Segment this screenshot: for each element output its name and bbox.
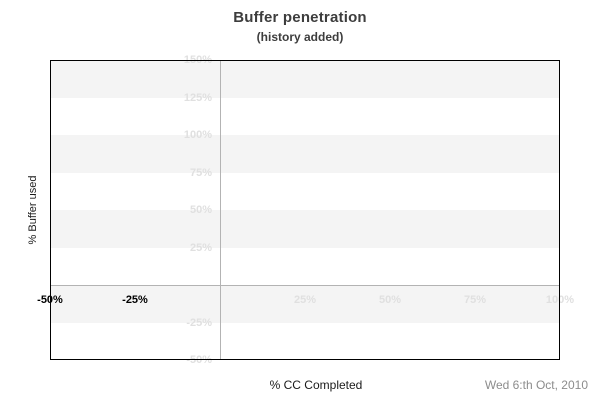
band-50-25 — [50, 210, 560, 248]
zero-line-horizontal — [50, 285, 560, 286]
x-tick-label: 25% — [293, 294, 317, 306]
date-label: Wed 6:th Oct, 2010 — [484, 378, 588, 392]
band-150-125 — [50, 60, 560, 98]
y-tick-label: 75% — [189, 167, 212, 179]
y-tick-label: 125% — [183, 92, 212, 104]
plot-area — [50, 60, 560, 360]
band-75-50 — [50, 172, 560, 210]
y-axis-title: % Buffer used — [27, 175, 39, 245]
y-tick-label: 100% — [183, 129, 212, 141]
y-tick-label: -50% — [186, 354, 212, 366]
y-tick-label: 150% — [183, 54, 212, 66]
x-axis-title: % CC Completed — [269, 378, 363, 392]
page-subtitle: (history added) — [256, 30, 344, 44]
x-tick-label: 100% — [545, 294, 575, 306]
x-tick-label: 75% — [463, 294, 487, 306]
zero-line-vertical — [220, 60, 221, 360]
y-tick-label: 25% — [189, 242, 212, 254]
page-title: Buffer penetration — [233, 9, 367, 26]
x-tick-label: -25% — [122, 294, 148, 306]
y-tick-label: -25% — [186, 317, 212, 329]
band-25-0 — [50, 247, 560, 285]
band-125-100 — [50, 97, 560, 135]
band-0-n25 — [50, 285, 560, 323]
band-100-75 — [50, 135, 560, 173]
x-tick-label: 50% — [378, 294, 402, 306]
y-tick-label: 50% — [189, 204, 212, 216]
x-tick-label: -50% — [37, 294, 63, 306]
band-n25-n50 — [50, 322, 560, 360]
